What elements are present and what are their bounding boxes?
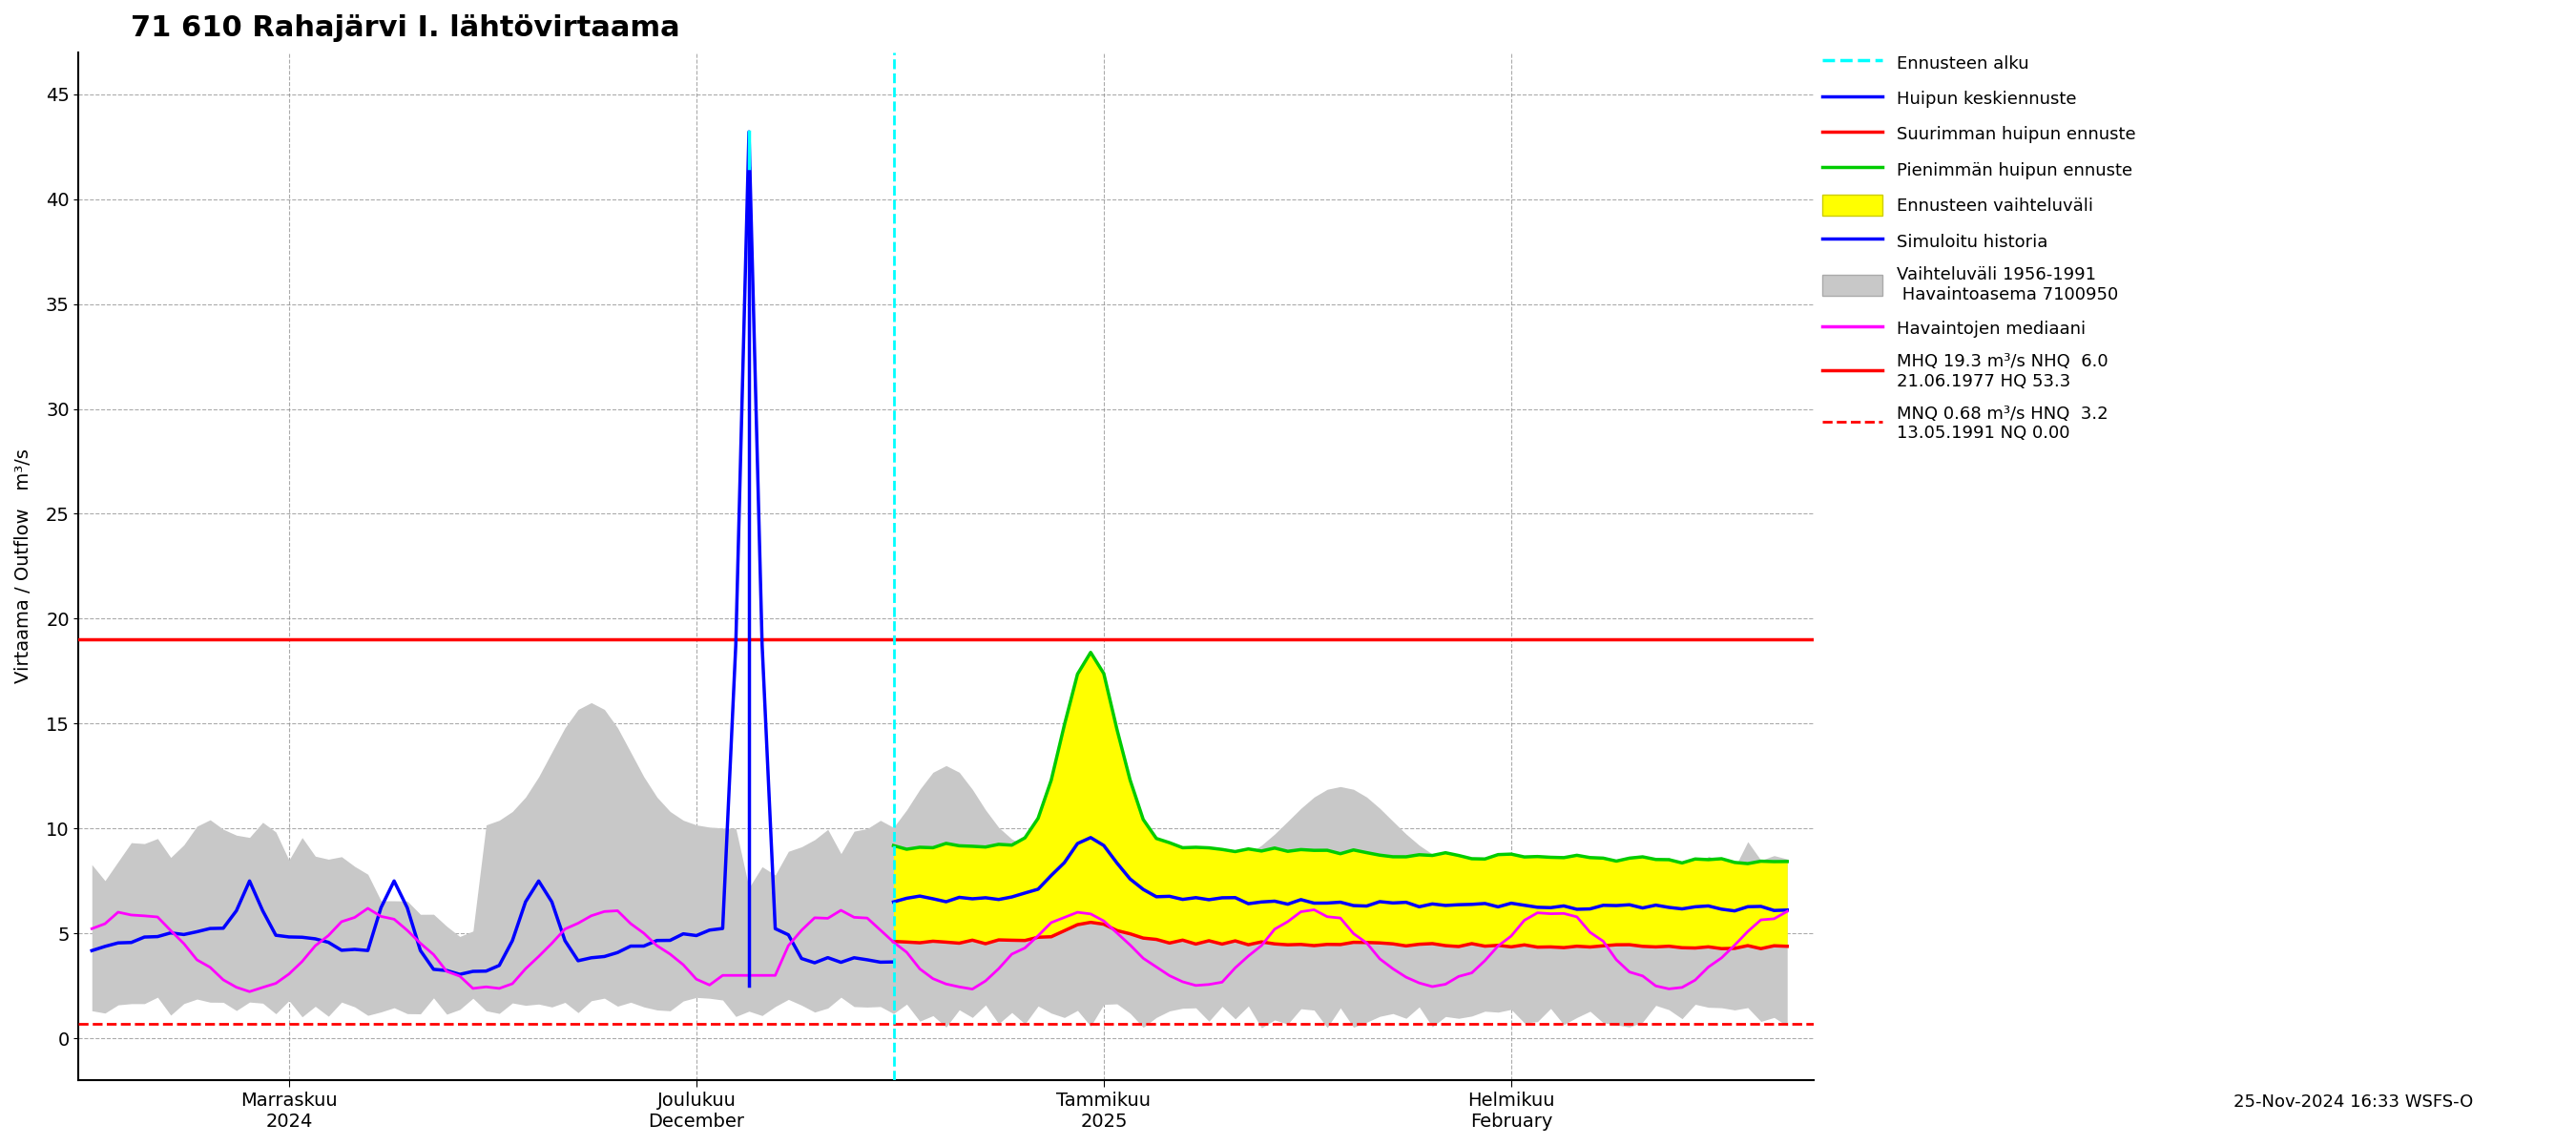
Text: 25-Nov-2024 16:33 WSFS-O: 25-Nov-2024 16:33 WSFS-O (2233, 1093, 2473, 1111)
Legend: Ennusteen alku, Huipun keskiennuste, Suurimman huipun ennuste, Pienimmän huipun : Ennusteen alku, Huipun keskiennuste, Suu… (1821, 53, 2136, 442)
Y-axis label: Virtaama / Outflow   m³/s: Virtaama / Outflow m³/s (15, 449, 33, 684)
Text: 71 610 Rahajärvi I. lähtövirtaama: 71 610 Rahajärvi I. lähtövirtaama (131, 14, 680, 42)
